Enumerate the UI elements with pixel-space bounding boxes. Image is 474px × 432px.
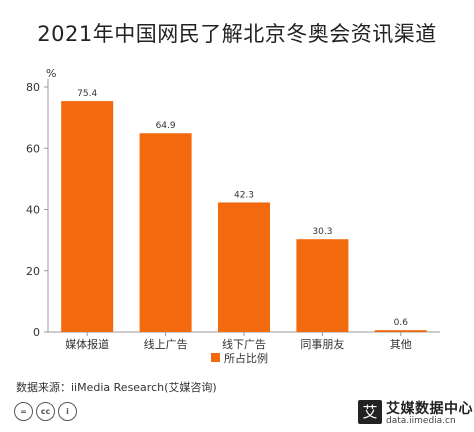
y-axis-label: % bbox=[46, 67, 56, 80]
y-tick-label: 80 bbox=[26, 81, 40, 94]
x-tick-label: 其他 bbox=[390, 338, 412, 351]
x-tick-label: 线下广告 bbox=[222, 337, 266, 351]
data-label: 75.4 bbox=[77, 89, 97, 99]
data-label: 64.9 bbox=[156, 121, 176, 131]
data-source: 数据来源：iiMedia Research(艾媒咨询) bbox=[16, 381, 217, 394]
bar bbox=[139, 133, 192, 332]
cc-nd-icon: = bbox=[14, 402, 33, 421]
y-tick-label: 0 bbox=[33, 326, 40, 339]
data-label: 0.6 bbox=[394, 318, 409, 328]
bar-chart: % 0 20 40 60 80 75.4 媒体报道 64.9 线上广告 42.3 线下广告 30.3 同事… bbox=[26, 67, 440, 365]
cc-by-icon: i bbox=[58, 402, 77, 421]
logo-mark: 艾 bbox=[358, 400, 382, 424]
data-label: 42.3 bbox=[234, 190, 254, 200]
license-icons: = cc i bbox=[14, 402, 77, 422]
cc-icon: cc bbox=[36, 402, 55, 421]
x-tick-label: 媒体报道 bbox=[65, 337, 109, 351]
bar bbox=[61, 101, 114, 333]
data-label: 30.3 bbox=[312, 227, 332, 237]
chart-title: 2021年中国网民了解北京冬奥会资讯渠道 bbox=[37, 22, 437, 46]
legend-label: 所占比例 bbox=[224, 351, 268, 365]
logo-url: data.iimedia.cn bbox=[386, 416, 456, 426]
logo-name: 艾媒数据中心 bbox=[386, 401, 473, 417]
bar bbox=[296, 239, 349, 332]
y-tick-label: 40 bbox=[26, 204, 40, 217]
x-tick-label: 线上广告 bbox=[144, 337, 188, 351]
legend-swatch bbox=[211, 353, 220, 362]
bar bbox=[374, 330, 427, 332]
y-tick-label: 60 bbox=[26, 142, 40, 155]
x-tick-label: 同事朋友 bbox=[300, 337, 344, 351]
y-tick-label: 20 bbox=[26, 265, 40, 278]
bar bbox=[218, 202, 270, 332]
iimedia-logo: 艾 艾媒数据中心 data.iimedia.cn bbox=[358, 398, 473, 428]
